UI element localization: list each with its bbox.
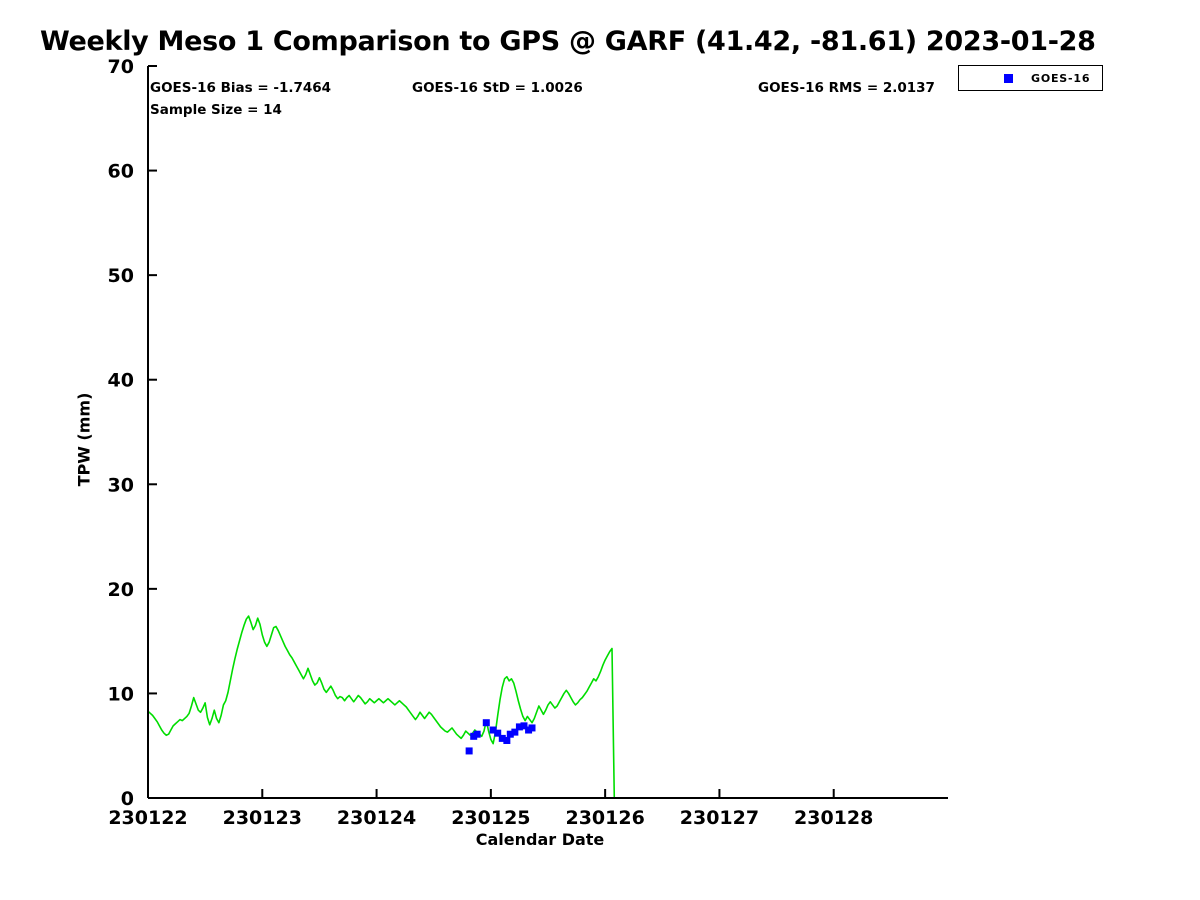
- y-tick-label: 60: [108, 161, 134, 183]
- series-marker-goes-16: [494, 729, 502, 737]
- x-tick-label: 230128: [794, 807, 873, 829]
- stat-sample-size: Sample Size = 14: [150, 102, 282, 118]
- x-tick-label: 230127: [680, 807, 759, 829]
- series-line-gps: [147, 615, 628, 799]
- x-tick-label: 230124: [337, 807, 416, 829]
- stat-bias: GOES-16 Bias = -1.7464: [150, 80, 332, 96]
- series-marker-goes-16: [506, 730, 514, 738]
- x-axis-ticks: 230122 230123 230124 230125 230126 230127 2301…: [108, 789, 873, 829]
- legend-label-goes16: GOES-16: [1031, 72, 1091, 85]
- series-marker-goes-16: [511, 728, 519, 736]
- y-tick-label: 50: [108, 265, 134, 287]
- stat-rms: GOES-16 RMS = 2.0137: [758, 80, 935, 96]
- series-marker-goes-16: [503, 736, 511, 744]
- series-marker-goes-16: [528, 724, 536, 732]
- data-series: [147, 615, 628, 799]
- page-title: Weekly Meso 1 Comparison to GPS @ GARF (…: [40, 26, 1096, 57]
- y-tick-label: 30: [108, 474, 134, 496]
- series-marker-goes-16: [520, 722, 528, 730]
- y-tick-label: 20: [108, 579, 134, 601]
- legend-swatch-goes16-icon: [1004, 74, 1013, 83]
- series-marker-goes-16: [473, 730, 481, 738]
- stat-std: GOES-16 StD = 1.0026: [412, 80, 583, 96]
- x-tick-label: 230125: [451, 807, 530, 829]
- x-axis-title: Calendar Date: [475, 830, 605, 849]
- y-tick-label: 40: [108, 370, 134, 392]
- y-axis-ticks: 0 10 20 30 40 50 60 70: [108, 56, 157, 810]
- legend: GOES-16: [958, 65, 1103, 91]
- series-marker-goes-16: [482, 719, 490, 727]
- y-tick-label: 70: [108, 56, 134, 78]
- series-marker-goes-16: [489, 726, 497, 734]
- series-marker-goes-16: [515, 723, 523, 731]
- series-marker-goes-16: [465, 747, 473, 755]
- y-axis-title: TPW (mm): [74, 392, 94, 487]
- y-tick-label: 10: [108, 683, 134, 705]
- y-tick-label: 0: [121, 788, 134, 810]
- x-tick-label: 230126: [565, 807, 644, 829]
- series-marker-goes-16: [498, 734, 506, 742]
- x-tick-label: 230122: [108, 807, 187, 829]
- x-tick-label: 230123: [223, 807, 302, 829]
